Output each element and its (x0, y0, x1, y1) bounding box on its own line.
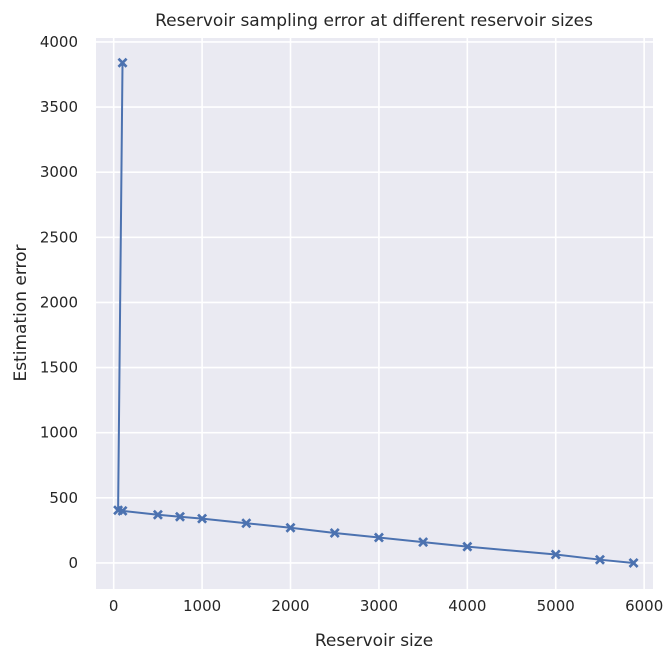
data-point-marker (197, 513, 208, 524)
x-tick-label: 0 (109, 597, 119, 615)
y-tick-label: 1500 (40, 359, 78, 377)
plot-area (96, 38, 653, 589)
data-point-marker (462, 541, 473, 552)
data-point-marker (117, 57, 128, 68)
data-point-marker (174, 511, 185, 522)
y-tick-label: 500 (49, 489, 78, 507)
y-tick-label: 4000 (40, 33, 78, 51)
data-point-marker (241, 518, 252, 529)
chart-title: Reservoir sampling error at different re… (155, 11, 593, 31)
series-group (113, 57, 639, 568)
y-axis-label: Estimation error (11, 244, 31, 381)
x-tick-label: 1000 (183, 597, 221, 615)
data-point-marker (418, 537, 429, 548)
y-tick-labels: 0 500 1000 1500 2000 2500 3000 3500 4000 (40, 33, 78, 572)
y-tick-label: 3000 (40, 163, 78, 181)
x-tick-label: 3000 (360, 597, 398, 615)
x-tick-label: 6000 (625, 597, 663, 615)
x-gridlines (112, 38, 645, 589)
x-tick-label: 4000 (448, 597, 486, 615)
y-tick-label: 3500 (40, 98, 78, 116)
data-point-marker (329, 527, 340, 538)
y-tick-label: 0 (68, 554, 78, 572)
data-point-marker (285, 522, 296, 533)
x-tick-labels: 0 1000 2000 3000 4000 5000 6000 (109, 597, 663, 615)
x-tick-label: 5000 (537, 597, 575, 615)
data-point-marker (628, 557, 639, 568)
x-tick-label: 2000 (271, 597, 309, 615)
y-tick-label: 2000 (40, 293, 78, 311)
data-point-marker (117, 505, 128, 516)
y-tick-label: 1000 (40, 424, 78, 442)
data-point-marker (550, 549, 561, 560)
x-axis-label: Reservoir size (315, 631, 433, 651)
data-point-marker (373, 532, 384, 543)
y-gridlines (96, 41, 653, 564)
y-tick-label: 2500 (40, 228, 78, 246)
data-point-marker (152, 509, 163, 520)
data-point-marker (594, 554, 605, 565)
